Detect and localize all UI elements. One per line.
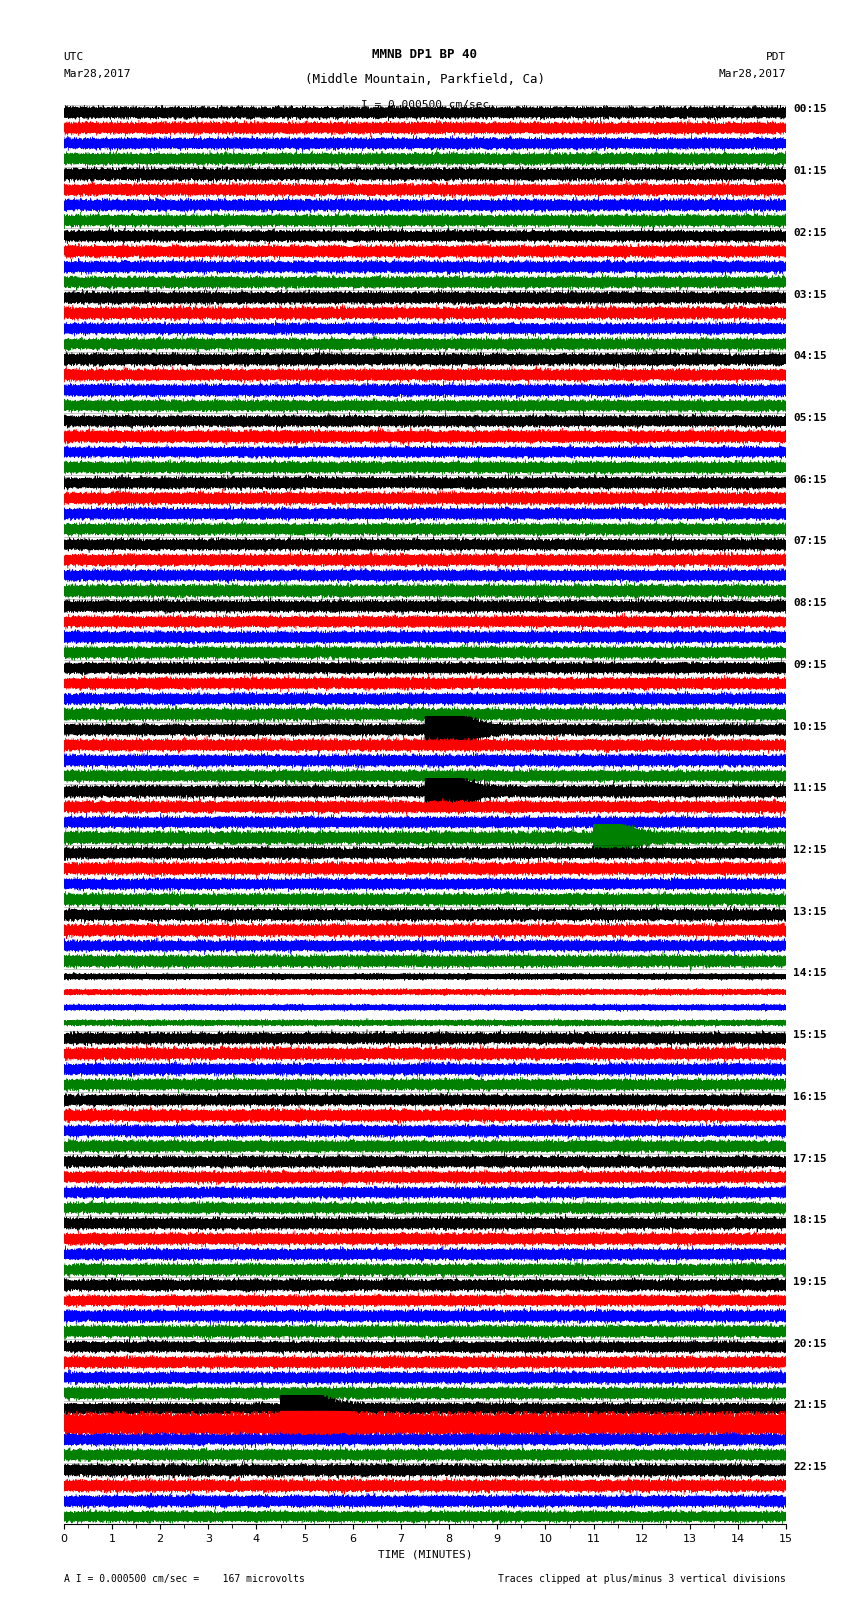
Text: 09:15: 09:15: [794, 660, 827, 669]
Text: 06:15: 06:15: [794, 474, 827, 486]
Text: 19:15: 19:15: [794, 1277, 827, 1287]
Text: UTC: UTC: [64, 52, 84, 61]
Text: 21:15: 21:15: [794, 1400, 827, 1410]
Text: 18:15: 18:15: [794, 1215, 827, 1226]
Text: (Middle Mountain, Parkfield, Ca): (Middle Mountain, Parkfield, Ca): [305, 73, 545, 85]
Text: Mar28,2017: Mar28,2017: [719, 69, 786, 79]
Text: 02:15: 02:15: [794, 227, 827, 237]
Text: MMNB DP1 BP 40: MMNB DP1 BP 40: [372, 48, 478, 61]
Text: 04:15: 04:15: [794, 352, 827, 361]
Text: 17:15: 17:15: [794, 1153, 827, 1163]
Text: 20:15: 20:15: [794, 1339, 827, 1348]
Text: 11:15: 11:15: [794, 784, 827, 794]
Text: 13:15: 13:15: [794, 907, 827, 916]
Text: Traces clipped at plus/minus 3 vertical divisions: Traces clipped at plus/minus 3 vertical …: [498, 1574, 786, 1584]
Text: 08:15: 08:15: [794, 598, 827, 608]
Text: 01:15: 01:15: [794, 166, 827, 176]
Text: 12:15: 12:15: [794, 845, 827, 855]
X-axis label: TIME (MINUTES): TIME (MINUTES): [377, 1550, 473, 1560]
Text: A I = 0.000500 cm/sec =    167 microvolts: A I = 0.000500 cm/sec = 167 microvolts: [64, 1574, 304, 1584]
Text: 10:15: 10:15: [794, 721, 827, 732]
Text: 05:15: 05:15: [794, 413, 827, 423]
Text: 16:15: 16:15: [794, 1092, 827, 1102]
Text: I = 0.000500 cm/sec: I = 0.000500 cm/sec: [361, 100, 489, 110]
Text: 22:15: 22:15: [794, 1463, 827, 1473]
Text: 15:15: 15:15: [794, 1031, 827, 1040]
Text: 07:15: 07:15: [794, 537, 827, 547]
Text: 14:15: 14:15: [794, 968, 827, 979]
Text: 00:15: 00:15: [794, 105, 827, 115]
Text: PDT: PDT: [766, 52, 786, 61]
Text: Mar28,2017: Mar28,2017: [64, 69, 131, 79]
Text: 03:15: 03:15: [794, 290, 827, 300]
